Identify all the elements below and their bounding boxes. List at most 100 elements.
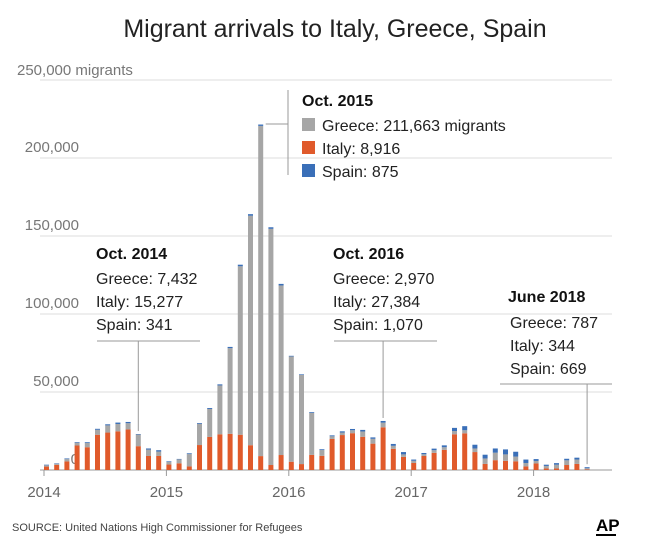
bar-greece-2014-04: [74, 442, 80, 446]
bar-greece-2016-11: [390, 445, 396, 449]
ap-logo: AP: [596, 516, 620, 535]
bar-italy-2016-09: [370, 443, 376, 470]
bar-italy-2016-08: [360, 436, 366, 470]
bar-greece-2016-08: [360, 431, 366, 437]
bar-greece-2014-08: [115, 423, 121, 432]
bar-greece-2015-10: [258, 125, 264, 457]
y-tick-label: 150,000: [25, 217, 79, 234]
bar-greece-2017-07: [472, 448, 478, 453]
bar-italy-2017-04: [441, 449, 447, 470]
bar-greece-2017-11: [513, 456, 519, 462]
bar-spain-2017-05: [452, 427, 457, 431]
bar-greece-2015-07: [227, 348, 233, 434]
bar-greece-2018-01: [533, 460, 539, 464]
bar-spain-2015-01: [166, 461, 172, 462]
bar-italy-2017-11: [513, 461, 519, 470]
bar-italy-2016-06: [339, 435, 345, 470]
bar-greece-2015-01: [166, 461, 172, 465]
bar-greece-2014-12: [156, 451, 162, 456]
y-unit-label: 250,000 migrants: [17, 62, 133, 79]
bar-italy-2014-05: [84, 447, 90, 470]
bar-italy-2014-03: [64, 461, 70, 470]
source-note: SOURCE: United Nations High Commissioner…: [12, 522, 303, 534]
bar-spain-2015-04: [197, 423, 202, 424]
bar-spain-2014-01: [44, 464, 49, 466]
bar-italy-2016-04: [319, 455, 325, 470]
annotation-line-june-2018: Italy: 344: [510, 338, 575, 355]
annotation-line-oct-2016: Spain: 1,070: [333, 317, 423, 334]
bar-italy-2014-07: [105, 432, 111, 470]
bar-spain-2018-02: [543, 464, 549, 466]
bar-italy-2017-03: [431, 452, 437, 470]
bar-spain-2014-10: [135, 434, 141, 435]
bar-italy-2015-07: [227, 433, 233, 470]
legend-label-italy: Italy: 8,916: [322, 141, 400, 158]
bar-spain-2016-01: [288, 355, 294, 357]
y-tick-label: 100,000: [25, 295, 79, 312]
bar-italy-2016-01: [288, 461, 294, 470]
legend-swatch-greece: [302, 118, 315, 131]
annotation-head-oct-2016: Oct. 2016: [333, 246, 404, 263]
bar-greece-2015-02: [176, 459, 182, 464]
bar-italy-2016-10: [380, 427, 386, 470]
bar-spain-2016-11: [390, 443, 396, 446]
bar-italy-2015-01: [166, 464, 172, 470]
bar-spain-2016-10: [380, 420, 386, 423]
bar-greece-2017-08: [482, 458, 488, 464]
annotation-line-oct-2016: Greece: 2,970: [333, 271, 435, 288]
bar-greece-2014-06: [95, 429, 100, 435]
bar-spain-2016-12: [401, 452, 406, 455]
bar-greece-2014-03: [64, 459, 70, 462]
bar-spain-2018-04: [564, 458, 570, 461]
bar-spain-2016-05: [329, 435, 335, 437]
x-tick-label: 2018: [517, 484, 550, 501]
bar-greece-2014-09: [125, 423, 131, 430]
legend-swatch-spain: [302, 164, 315, 177]
bar-italy-2015-11: [268, 465, 274, 470]
bar-italy-2017-05: [452, 434, 457, 470]
bar-spain-2017-09: [492, 448, 498, 453]
bar-greece-2016-07: [350, 430, 355, 434]
bar-spain-2018-05: [574, 457, 580, 460]
bar-spain-2018-06: [584, 467, 590, 469]
bar-greece-2015-06: [217, 385, 223, 435]
bar-italy-2014-11: [146, 455, 151, 470]
bar-greece-2016-03: [309, 412, 315, 455]
bar-italy-2014-02: [54, 464, 60, 470]
bar-spain-2015-12: [278, 283, 284, 286]
bar-italy-2017-08: [482, 463, 488, 470]
bar-italy-2014-06: [95, 434, 100, 470]
bar-spain-2014-05: [84, 442, 90, 444]
annotation-line-june-2018: Spain: 669: [510, 361, 587, 378]
bar-italy-2014-09: [125, 429, 131, 470]
bar-greece-2016-02: [299, 374, 304, 465]
bar-italy-2015-08: [237, 434, 243, 470]
bar-greece-2016-05: [329, 436, 335, 439]
bar-spain-2017-10: [503, 449, 508, 455]
bar-italy-2015-10: [258, 456, 264, 470]
bar-greece-2015-08: [237, 266, 243, 435]
bar-italy-2016-05: [329, 438, 335, 470]
bar-greece-2017-04: [441, 447, 447, 450]
bar-spain-2015-10: [258, 124, 264, 126]
bar-greece-2017-09: [492, 452, 498, 461]
bar-spain-2014-04: [74, 442, 80, 443]
bar-spain-2017-11: [513, 451, 519, 457]
annotation-line-oct-2014: Spain: 341: [96, 317, 173, 334]
bar-italy-2015-03: [186, 466, 192, 470]
x-tick-label: 2017: [395, 484, 428, 501]
bar-spain-2014-08: [115, 422, 121, 424]
legend-label-greece: Greece: 211,663 migrants: [322, 118, 506, 135]
bar-spain-2015-06: [217, 384, 223, 386]
bar-spain-2014-07: [105, 424, 111, 426]
bar-italy-2018-05: [574, 463, 580, 470]
x-axis: 2014 2015 2016 2017 2018: [27, 470, 550, 501]
bar-spain-2017-12: [523, 459, 529, 463]
bar-spain-2015-03: [186, 453, 192, 455]
bar-spain-2015-09: [248, 214, 253, 216]
bar-greece-2016-12: [401, 454, 406, 457]
bar-spain-2017-08: [482, 454, 488, 459]
bar-spain-2014-03: [64, 458, 70, 460]
bar-greece-2014-07: [105, 425, 111, 433]
bar-italy-2017-12: [523, 466, 529, 470]
